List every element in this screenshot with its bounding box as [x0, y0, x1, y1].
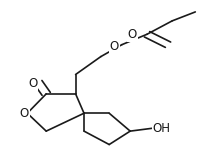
Text: OH: OH — [153, 122, 171, 135]
Text: O: O — [128, 28, 137, 41]
Text: O: O — [110, 40, 119, 53]
Text: O: O — [28, 77, 37, 90]
Text: O: O — [20, 107, 29, 121]
